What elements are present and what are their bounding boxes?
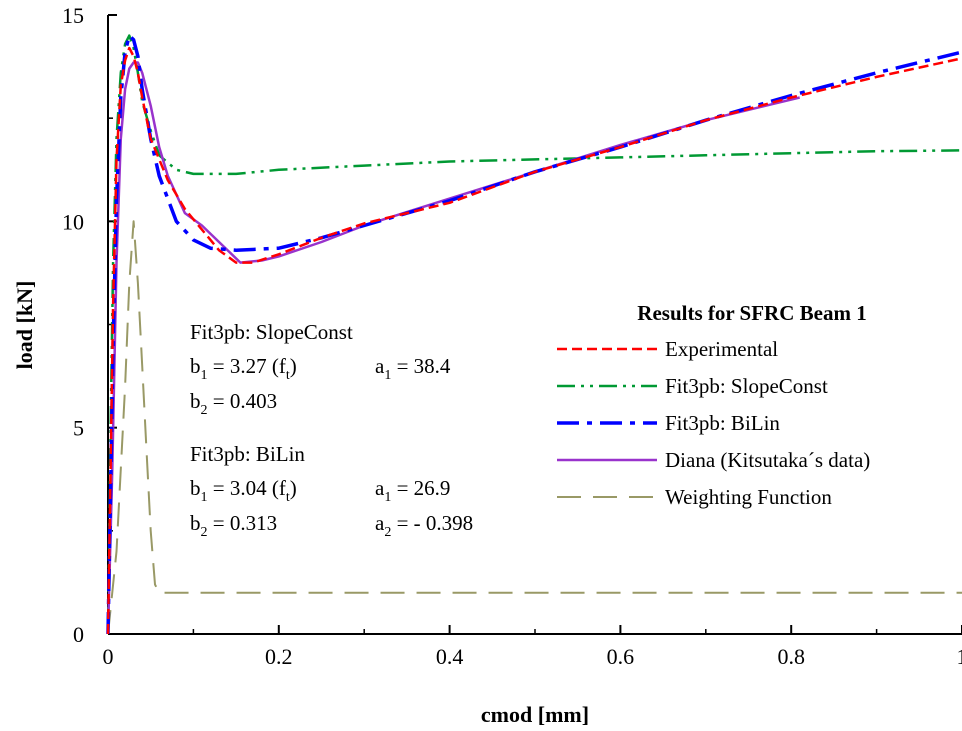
annotation-slopeconst-a1: a1 = 38.4 xyxy=(375,354,451,383)
annotation-slopeconst: Fit3pb: SlopeConst b1 = 3.27 (ft) a1 = 3… xyxy=(190,320,451,418)
annotation-slopeconst-b2: b2 = 0.403 xyxy=(190,389,277,418)
annotation-slopeconst-a1-value: 38.4 xyxy=(414,354,451,378)
annotation-bilin-ft: (f xyxy=(272,476,286,500)
y-tick-label: 5 xyxy=(73,416,84,441)
annotation-bilin-b2: b2 = 0.313 xyxy=(190,511,277,540)
y-axis-title: load [kN] xyxy=(12,281,37,370)
y-tick-label: 0 xyxy=(73,622,84,647)
x-axis-title: cmod [mm] xyxy=(481,702,589,727)
x-tick-label: 0 xyxy=(103,644,114,669)
y-tick-label: 10 xyxy=(62,209,84,234)
x-tick-label: 0.8 xyxy=(777,644,805,669)
series-lines xyxy=(106,33,962,635)
annotation-bilin-a1: a1 = 26.9 xyxy=(375,476,450,505)
legend-label-1: Fit3pb: SlopeConst xyxy=(665,374,828,398)
annotation-slopeconst-b1: b1 = 3.27 (ft) xyxy=(190,354,297,383)
legend-label-0: Experimental xyxy=(665,337,778,361)
series-line-3 xyxy=(106,61,800,635)
legend: Results for SFRC Beam 1 Experimental Fit3… xyxy=(557,301,870,509)
annotation-slopeconst-title: Fit3pb: SlopeConst xyxy=(190,320,353,344)
annotation-bilin-ft-close: ) xyxy=(290,476,297,500)
x-tick-label: 0.2 xyxy=(265,644,293,669)
legend-label-2: Fit3pb: BiLin xyxy=(665,411,780,435)
legend-label-3: Diana (Kitsutaka´s data) xyxy=(665,448,870,472)
annotation-bilin-a2-value: - 0.398 xyxy=(414,511,474,535)
annotation-bilin-b1: b1 = 3.04 (ft) xyxy=(190,476,297,505)
series-line-2 xyxy=(106,33,962,635)
annotation-slopeconst-ft-close: ) xyxy=(290,354,297,378)
annotation-slopeconst-ft-sub: t xyxy=(286,368,290,383)
annotation-bilin-a2: a2 = - 0.398 xyxy=(375,511,473,540)
annotation-bilin-b1-value: 3.04 xyxy=(230,476,267,500)
annotation-bilin-ft-sub: t xyxy=(286,490,290,505)
annotation-slopeconst-b2-value: 0.403 xyxy=(230,389,277,413)
series-line-4 xyxy=(107,220,962,635)
legend-label-4: Weighting Function xyxy=(665,485,832,509)
annotation-bilin-b2-value: 0.313 xyxy=(230,511,277,535)
x-tick-label: 0.4 xyxy=(436,644,464,669)
series-line-0 xyxy=(106,46,962,635)
y-tick-label: 15 xyxy=(62,3,84,28)
series-line-1 xyxy=(106,34,962,635)
x-tick-label: 1 xyxy=(957,644,962,669)
annotation-slopeconst-b1-value: 3.27 xyxy=(230,354,267,378)
annotation-bilin-a1-value: 26.9 xyxy=(414,476,451,500)
annotation-bilin: Fit3pb: BiLin b1 = 3.04 (ft) a1 = 26.9 b… xyxy=(190,442,473,540)
annotation-bilin-title: Fit3pb: BiLin xyxy=(190,442,305,466)
legend-items: Experimental Fit3pb: SlopeConst Fit3pb: Bi… xyxy=(557,337,870,509)
annotation-slopeconst-ft: (f xyxy=(272,354,286,378)
x-tick-label: 0.6 xyxy=(607,644,635,669)
legend-title: Results for SFRC Beam 1 xyxy=(637,301,866,325)
